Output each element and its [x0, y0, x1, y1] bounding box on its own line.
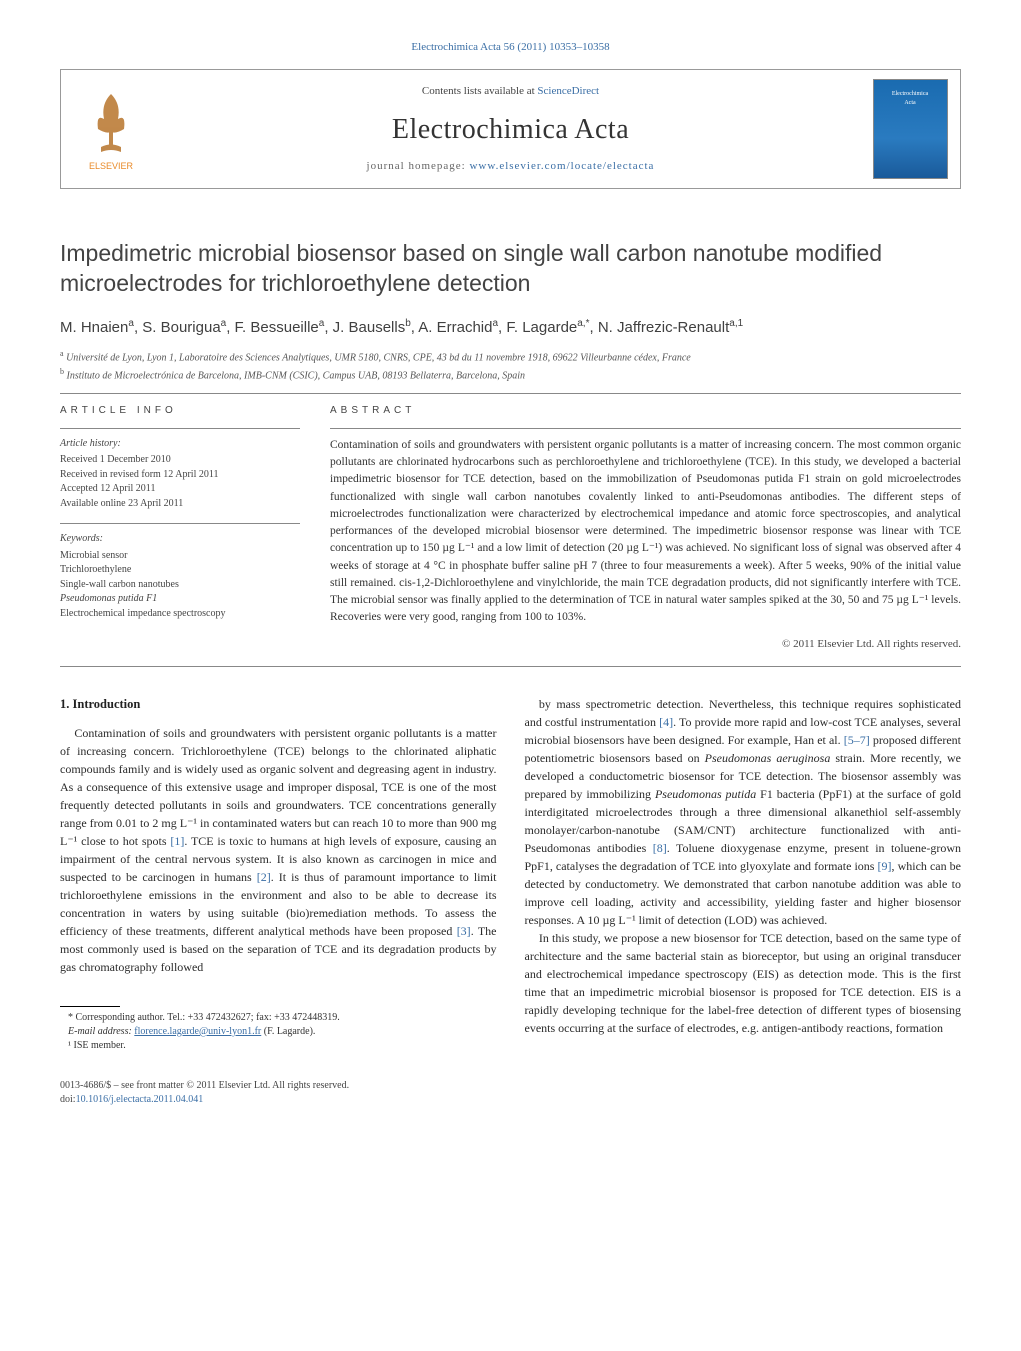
ise-member-note: ¹ ISE member. [60, 1039, 497, 1053]
ref-link[interactable]: [9] [878, 859, 892, 873]
keyword: Electrochemical impedance spectroscopy [60, 607, 300, 622]
cover-title-top: Electrochimica [892, 90, 928, 98]
history-line: Available online 23 April 2011 [60, 497, 300, 512]
journal-name: Electrochimica Acta [392, 110, 629, 149]
email-label: E-mail address: [68, 1026, 132, 1037]
keyword: Microbial sensor [60, 549, 300, 564]
header-center: Contents lists available at ScienceDirec… [161, 70, 860, 188]
keywords-block: Keywords: Microbial sensorTrichloroethyl… [60, 532, 300, 621]
article-title: Impedimetric microbial biosensor based o… [60, 239, 961, 299]
cover-title-bottom: Acta [904, 99, 915, 107]
article-body: 1. Introduction Contamination of soils a… [60, 695, 961, 1053]
issn-line: 0013-4686/$ – see front matter © 2011 El… [60, 1079, 961, 1093]
keyword: Trichloroethylene [60, 563, 300, 578]
doi-label: doi: [60, 1094, 76, 1105]
elsevier-tree-icon: ELSEVIER [76, 84, 146, 174]
divider-bottom [60, 666, 961, 667]
abstract-text: Contamination of soils and groundwaters … [330, 437, 961, 627]
abstract-copyright: © 2011 Elsevier Ltd. All rights reserved… [330, 637, 961, 652]
history-line: Received 1 December 2010 [60, 453, 300, 468]
ref-link[interactable]: [2] [257, 870, 271, 884]
corresponding-email-link[interactable]: florence.lagarde@univ-lyon1.fr [134, 1026, 261, 1037]
corresponding-author-note: * Corresponding author. Tel.: +33 472432… [60, 1011, 497, 1025]
keyword: Pseudomonas putida F1 [60, 592, 300, 607]
footnote-rule [60, 1006, 120, 1007]
history-label: Article history: [60, 437, 300, 452]
section-1-heading: 1. Introduction [60, 695, 497, 714]
footnotes: * Corresponding author. Tel.: +33 472432… [60, 1011, 497, 1053]
ref-link[interactable]: [8] [653, 841, 667, 855]
ref-link[interactable]: [3] [457, 924, 471, 938]
history-line: Received in revised form 12 April 2011 [60, 468, 300, 483]
authors-line: M. Hnaiena, S. Bouriguaa, F. Bessueillea… [60, 317, 961, 338]
article-info-heading: article info [60, 404, 300, 418]
journal-cover-thumb: Electrochimica Acta [860, 70, 960, 188]
history-line: Accepted 12 April 2011 [60, 482, 300, 497]
email-line: E-mail address: florence.lagarde@univ-ly… [60, 1025, 497, 1039]
keyword: Single-wall carbon nanotubes [60, 578, 300, 593]
affiliations: a Université de Lyon, Lyon 1, Laboratoir… [60, 348, 961, 383]
sciencedirect-link[interactable]: ScienceDirect [537, 85, 599, 97]
homepage-prefix: journal homepage: [367, 160, 470, 172]
journal-homepage-link[interactable]: www.elsevier.com/locate/electacta [469, 160, 654, 172]
abstract-column: abstract Contamination of soils and grou… [330, 404, 961, 652]
contents-lists-line: Contents lists available at ScienceDirec… [422, 84, 599, 99]
ref-link[interactable]: [5–7] [844, 733, 870, 747]
publisher-logo: ELSEVIER [61, 70, 161, 188]
svg-text:ELSEVIER: ELSEVIER [89, 161, 134, 171]
citation-line: Electrochimica Acta 56 (2011) 10353–1035… [60, 40, 961, 55]
body-paragraph-3: In this study, we propose a new biosenso… [525, 929, 962, 1037]
page-footer: 0013-4686/$ – see front matter © 2011 El… [60, 1079, 961, 1107]
article-info-column: article info Article history: Received 1… [60, 404, 300, 652]
homepage-line: journal homepage: www.elsevier.com/locat… [367, 159, 655, 174]
doi-link[interactable]: 10.1016/j.electacta.2011.04.041 [76, 1094, 204, 1105]
article-history-block: Article history: Received 1 December 201… [60, 437, 300, 512]
body-paragraph-2: by mass spectrometric detection. Neverth… [525, 695, 962, 929]
body-paragraph-1: Contamination of soils and groundwaters … [60, 724, 497, 976]
abstract-heading: abstract [330, 404, 961, 418]
keywords-label: Keywords: [60, 532, 300, 547]
ref-link[interactable]: [1] [170, 834, 184, 848]
divider-top [60, 393, 961, 394]
journal-header-box: ELSEVIER Contents lists available at Sci… [60, 69, 961, 189]
email-paren: (F. Lagarde). [264, 1026, 316, 1037]
ref-link[interactable]: [4] [659, 715, 673, 729]
contents-prefix: Contents lists available at [422, 85, 537, 97]
